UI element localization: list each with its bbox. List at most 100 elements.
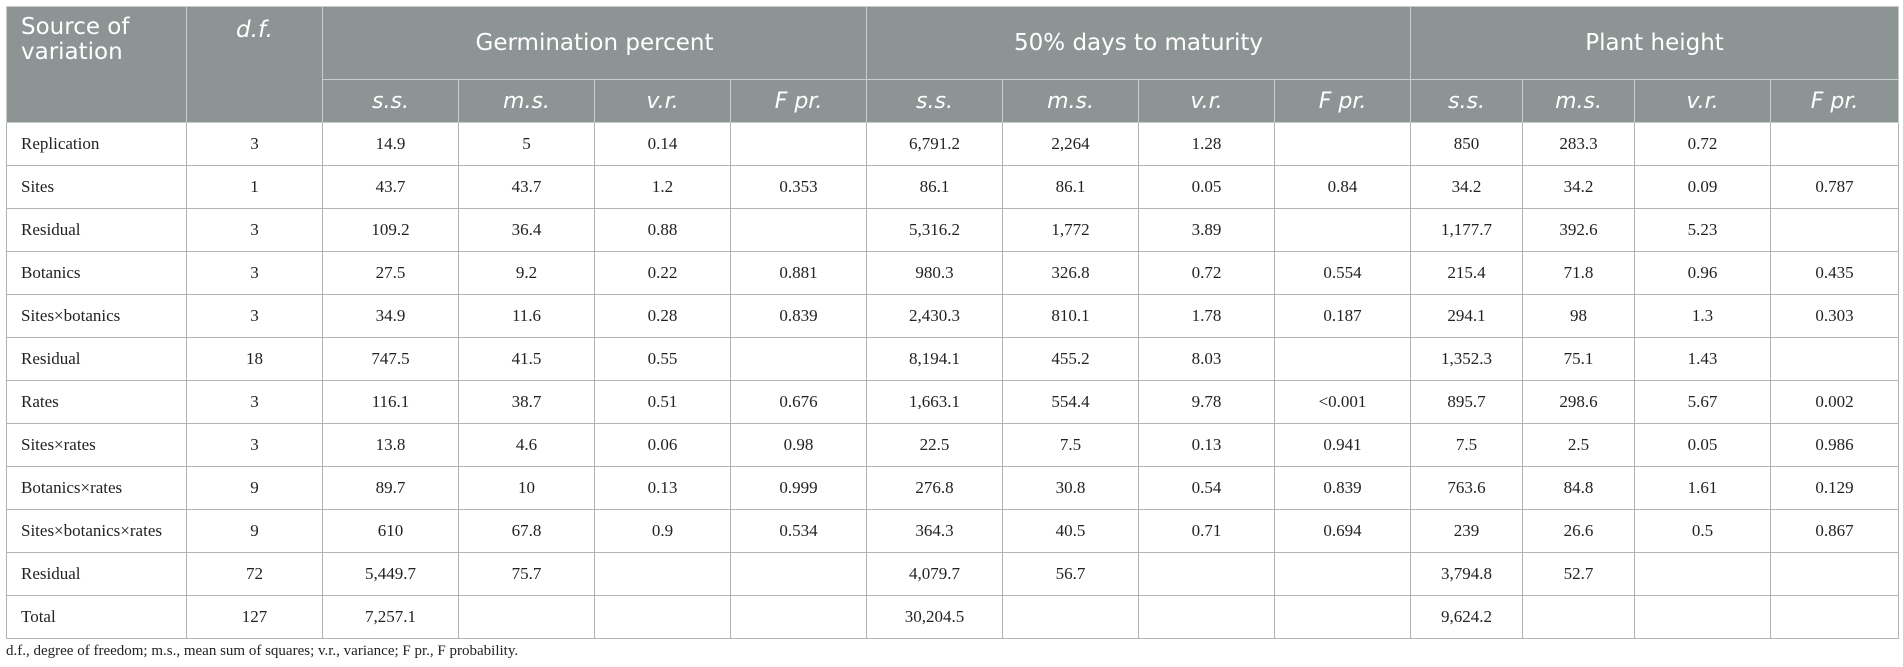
value-cell bbox=[729, 552, 868, 596]
value-cell: 0.839 bbox=[1274, 466, 1412, 510]
value-cell: 30.8 bbox=[1002, 466, 1140, 510]
value-cell: 67.8 bbox=[458, 509, 595, 553]
value-cell: 810.1 bbox=[1002, 294, 1140, 338]
value-cell bbox=[729, 337, 868, 381]
table-row: Sites×rates 3 13.8 4.6 0.06 0.98 22.5 7.5 0.13 0.… bbox=[6, 423, 1900, 467]
value-cell bbox=[1002, 595, 1140, 639]
value-cell: 1,177.7 bbox=[1410, 208, 1524, 252]
value-cell bbox=[1138, 552, 1276, 596]
value-cell bbox=[1522, 595, 1636, 639]
value-cell: 763.6 bbox=[1410, 466, 1524, 510]
value-cell bbox=[1274, 595, 1412, 639]
value-cell: 0.554 bbox=[1274, 251, 1412, 295]
value-cell: 0.72 bbox=[1138, 251, 1276, 295]
header-plant-height: Plant height bbox=[1410, 6, 1900, 80]
value-cell: 0.839 bbox=[729, 294, 868, 338]
value-cell: 3,794.8 bbox=[1410, 552, 1524, 596]
value-cell bbox=[1274, 552, 1412, 596]
value-cell: 0.676 bbox=[729, 380, 868, 424]
value-cell bbox=[729, 122, 868, 166]
table-row: Residual 72 5,449.7 75.7 4,079.7 56.7 3,794.8 5… bbox=[6, 552, 1900, 596]
value-cell: 0.002 bbox=[1770, 380, 1900, 424]
value-cell: 0.09 bbox=[1634, 165, 1772, 209]
table-row: Sites 1 43.7 43.7 1.2 0.353 86.1 86.1 0.05 0.84 34… bbox=[6, 165, 1900, 209]
table-row: Sites×botanics 3 34.9 11.6 0.28 0.839 2,430.3 8… bbox=[6, 294, 1900, 338]
value-cell: 895.7 bbox=[1410, 380, 1524, 424]
value-cell: 364.3 bbox=[866, 509, 1004, 553]
value-cell: 89.7 bbox=[322, 466, 459, 510]
value-cell: 34.9 bbox=[322, 294, 459, 338]
value-cell: 8,194.1 bbox=[866, 337, 1004, 381]
value-cell: 27.5 bbox=[322, 251, 459, 295]
header-row-groups: Source of variation d.f. Germination per… bbox=[6, 6, 1900, 123]
value-cell: 5,316.2 bbox=[866, 208, 1004, 252]
row-df-cell: 9 bbox=[186, 509, 323, 553]
anova-table: Source of variation d.f. Germination per… bbox=[6, 6, 1900, 639]
value-cell: 22.5 bbox=[866, 423, 1004, 467]
row-df-cell: 127 bbox=[186, 595, 323, 639]
row-df-cell: 3 bbox=[186, 122, 323, 166]
value-cell: 0.694 bbox=[1274, 509, 1412, 553]
row-df-cell: 3 bbox=[186, 294, 323, 338]
table-row: Sites×botanics×rates 9 610 67.8 0.9 0.534 364.… bbox=[6, 509, 1900, 553]
value-cell: 0.129 bbox=[1770, 466, 1900, 510]
row-df-cell: 3 bbox=[186, 380, 323, 424]
value-cell: 1,352.3 bbox=[1410, 337, 1524, 381]
subheader-vr: v.r. bbox=[1634, 79, 1772, 123]
value-cell: 0.71 bbox=[1138, 509, 1276, 553]
value-cell: 0.06 bbox=[594, 423, 731, 467]
row-df-cell: 9 bbox=[186, 466, 323, 510]
value-cell: 41.5 bbox=[458, 337, 595, 381]
row-df-cell: 72 bbox=[186, 552, 323, 596]
value-cell: 1,663.1 bbox=[866, 380, 1004, 424]
value-cell bbox=[1770, 552, 1900, 596]
value-cell bbox=[1770, 208, 1900, 252]
value-cell: 75.7 bbox=[458, 552, 595, 596]
value-cell: 7.5 bbox=[1410, 423, 1524, 467]
value-cell bbox=[1770, 595, 1900, 639]
row-df-cell: 18 bbox=[186, 337, 323, 381]
value-cell: 43.7 bbox=[322, 165, 459, 209]
value-cell: 850 bbox=[1410, 122, 1524, 166]
row-source-label: Sites×botanics×rates bbox=[6, 509, 187, 553]
value-cell: 4.6 bbox=[458, 423, 595, 467]
row-source-label: Residual bbox=[6, 337, 187, 381]
value-cell: 8.03 bbox=[1138, 337, 1276, 381]
value-cell: 75.1 bbox=[1522, 337, 1636, 381]
subheader-fpr: F pr. bbox=[1274, 79, 1412, 123]
subheader-vr: v.r. bbox=[1138, 79, 1276, 123]
value-cell: 0.96 bbox=[1634, 251, 1772, 295]
table-row: Total 127 7,257.1 30,204.5 9,624.2 bbox=[6, 595, 1900, 639]
value-cell: 1.28 bbox=[1138, 122, 1276, 166]
value-cell: 0.13 bbox=[1138, 423, 1276, 467]
value-cell bbox=[1274, 337, 1412, 381]
value-cell: 215.4 bbox=[1410, 251, 1524, 295]
value-cell: 0.353 bbox=[729, 165, 868, 209]
value-cell: 11.6 bbox=[458, 294, 595, 338]
value-cell: 5 bbox=[458, 122, 595, 166]
value-cell: 0.14 bbox=[594, 122, 731, 166]
row-df-cell: 1 bbox=[186, 165, 323, 209]
value-cell: 56.7 bbox=[1002, 552, 1140, 596]
row-source-label: Rates bbox=[6, 380, 187, 424]
value-cell: 0.28 bbox=[594, 294, 731, 338]
value-cell: 98 bbox=[1522, 294, 1636, 338]
value-cell bbox=[458, 595, 595, 639]
value-cell: 276.8 bbox=[866, 466, 1004, 510]
value-cell bbox=[729, 595, 868, 639]
value-cell: 392.6 bbox=[1522, 208, 1636, 252]
value-cell: 9.2 bbox=[458, 251, 595, 295]
value-cell: 5.23 bbox=[1634, 208, 1772, 252]
row-source-label: Sites×botanics bbox=[6, 294, 187, 338]
table-row: Botanics 3 27.5 9.2 0.22 0.881 980.3 326.8 0.72 0… bbox=[6, 251, 1900, 295]
table-footnote: d.f., degree of freedom; m.s., mean sum … bbox=[6, 643, 519, 659]
value-cell: 10 bbox=[458, 466, 595, 510]
value-cell bbox=[1770, 337, 1900, 381]
header-df: d.f. bbox=[186, 6, 323, 123]
value-cell: 13.8 bbox=[322, 423, 459, 467]
table-row: Replication 3 14.9 5 0.14 6,791.2 2,264 1.28 850… bbox=[6, 122, 1900, 166]
header-row-stats: s.s. m.s. v.r. F pr. s.s. m.s. v.r. F pr… bbox=[7, 79, 1900, 123]
header-source-of-variation: Source of variation bbox=[6, 6, 187, 123]
table-row: Botanics×rates 9 89.7 10 0.13 0.999 276.8 30.8 0… bbox=[6, 466, 1900, 510]
value-cell: 455.2 bbox=[1002, 337, 1140, 381]
